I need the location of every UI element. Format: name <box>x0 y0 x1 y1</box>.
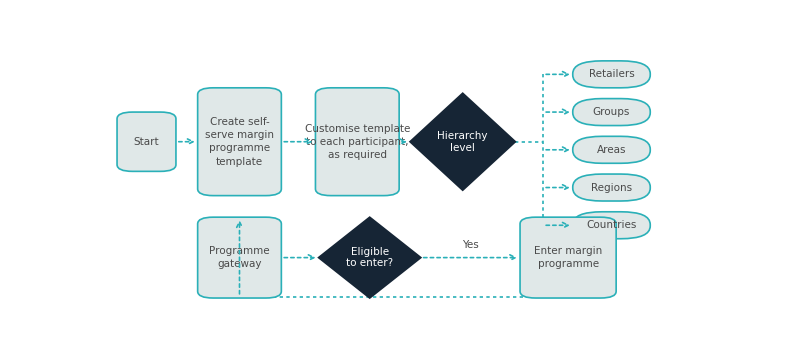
FancyBboxPatch shape <box>315 88 399 196</box>
Text: Create self-
serve margin
programme
template: Create self- serve margin programme temp… <box>205 117 274 167</box>
Text: Areas: Areas <box>597 145 626 155</box>
Text: Programme
gateway: Programme gateway <box>209 246 270 269</box>
Text: Groups: Groups <box>593 107 630 117</box>
FancyBboxPatch shape <box>573 61 650 88</box>
Text: Customise template
to each participant,
as required: Customise template to each participant, … <box>305 124 410 160</box>
FancyBboxPatch shape <box>573 99 650 126</box>
Text: Yes: Yes <box>462 240 479 251</box>
Text: Countries: Countries <box>586 220 637 230</box>
FancyBboxPatch shape <box>198 217 282 298</box>
FancyBboxPatch shape <box>573 174 650 201</box>
Text: Start: Start <box>134 137 159 147</box>
FancyBboxPatch shape <box>117 112 176 172</box>
FancyBboxPatch shape <box>573 212 650 239</box>
FancyBboxPatch shape <box>198 88 282 196</box>
Polygon shape <box>318 217 421 298</box>
Text: Regions: Regions <box>591 183 632 193</box>
Text: Eligible
to enter?: Eligible to enter? <box>346 247 394 268</box>
FancyBboxPatch shape <box>520 217 616 298</box>
Polygon shape <box>410 93 515 190</box>
Text: Retailers: Retailers <box>589 69 634 79</box>
FancyBboxPatch shape <box>573 136 650 163</box>
Text: Hierarchy
level: Hierarchy level <box>438 131 488 153</box>
Text: Enter margin
programme: Enter margin programme <box>534 246 602 269</box>
